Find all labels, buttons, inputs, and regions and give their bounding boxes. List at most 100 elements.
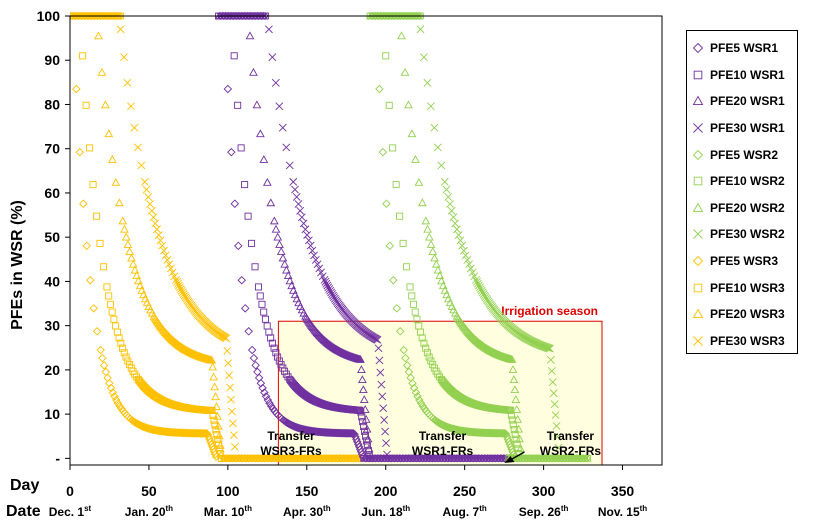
square-marker (408, 292, 416, 300)
series-pfe10-wsr3 (79, 52, 226, 462)
x-marker (553, 432, 562, 441)
x-marker (420, 53, 428, 62)
square-marker (86, 144, 94, 152)
square-legend-icon (693, 70, 703, 80)
square-marker (364, 446, 372, 454)
square-marker (82, 101, 90, 109)
y-tick-label: 60 (44, 185, 60, 201)
legend-label: PFE30 WSR1 (710, 121, 785, 136)
square-marker (119, 344, 127, 352)
x-marker (426, 102, 435, 111)
triangle-marker (428, 246, 438, 255)
diamond-marker (418, 401, 428, 411)
x-marker (459, 246, 468, 255)
square-legend-icon (693, 283, 703, 292)
x-marker (546, 355, 555, 364)
x-marker (320, 275, 329, 284)
x-axis-title-date: Date (6, 503, 41, 520)
triangle-marker (511, 395, 521, 403)
triangle-marker (365, 453, 375, 462)
series-pfe5-wsr3 (72, 84, 221, 461)
x-tick-label: 0 (66, 483, 74, 499)
x-marker (454, 231, 463, 239)
x-tick-label: 200 (374, 483, 398, 499)
x-marker (382, 439, 390, 448)
square-marker (422, 344, 430, 352)
diamond-marker (82, 241, 91, 251)
x-marker (433, 143, 442, 152)
x-marker (271, 78, 280, 87)
triangle-marker (411, 155, 420, 163)
diamond-marker (244, 327, 253, 336)
x-marker (463, 255, 472, 264)
plot-border (69, 15, 663, 466)
x-marker (156, 236, 165, 245)
diamond-marker (230, 199, 240, 208)
x-marker (222, 334, 231, 343)
triangle-marker (114, 198, 124, 207)
x-marker (545, 344, 553, 353)
diamond-marker (692, 43, 704, 54)
x-marker (456, 236, 465, 245)
irrigation-season-label: Irrigation season (501, 304, 598, 318)
triangle-marker (123, 240, 133, 248)
square-marker (382, 52, 390, 60)
triangle-marker (252, 100, 262, 109)
transfer-label-line2: WSR2-FRs (540, 444, 602, 458)
y-axis-title: PFEs in WSR (%) (9, 200, 26, 330)
square-marker (117, 339, 125, 347)
data-points (70, 11, 592, 463)
triangle-marker (121, 232, 131, 241)
x-marker (378, 392, 387, 401)
diamond-marker (261, 392, 271, 401)
x-marker (544, 344, 552, 352)
x-marker (552, 422, 561, 430)
diamond-marker (79, 199, 88, 208)
triangle-marker (212, 402, 221, 410)
legend-item: PFE20 WSR3 (691, 301, 797, 328)
x-marker (549, 389, 558, 398)
square-marker (420, 339, 428, 347)
triangle-marker (276, 246, 286, 255)
triangle-marker (208, 362, 218, 371)
square-marker (105, 292, 113, 300)
transfer-label-line1: Transfer (419, 429, 467, 443)
x-legend-icon (693, 336, 703, 346)
legend-label: PFE5 WSR3 (710, 254, 779, 269)
legend-label: PFE20 WSR1 (710, 94, 785, 109)
square-marker (214, 435, 222, 443)
square-marker (261, 315, 269, 323)
square-marker (256, 292, 264, 300)
triangle-marker (516, 444, 525, 453)
diamond-marker (357, 449, 367, 459)
x-marker (140, 177, 149, 186)
x-marker (168, 268, 177, 277)
diamond-marker (267, 401, 276, 411)
diamond-marker (396, 327, 405, 336)
triangle-marker (356, 355, 365, 363)
triangle-marker (125, 246, 135, 255)
triangle-marker (245, 31, 255, 40)
x-marker (466, 264, 475, 273)
square-marker (103, 283, 111, 291)
square-marker (693, 283, 703, 292)
triangle-marker (430, 253, 439, 262)
x-marker (225, 371, 234, 380)
triangle-marker (437, 276, 446, 285)
triangle-marker (249, 67, 258, 76)
x-marker (228, 419, 237, 428)
square-marker (403, 263, 411, 271)
square-marker (359, 418, 367, 426)
square-marker (120, 349, 128, 357)
triangle-marker (214, 431, 224, 440)
series-pfe10-wsr1 (230, 52, 373, 459)
diamond-marker (198, 429, 208, 438)
triangle-marker (214, 421, 223, 430)
square-marker (410, 300, 418, 308)
diamond-marker (75, 147, 85, 157)
x-marker (311, 255, 320, 264)
square-marker (427, 357, 435, 365)
diamond-marker (378, 147, 388, 157)
series-pfe30-wsr1 (264, 25, 391, 459)
square-marker (385, 101, 393, 109)
